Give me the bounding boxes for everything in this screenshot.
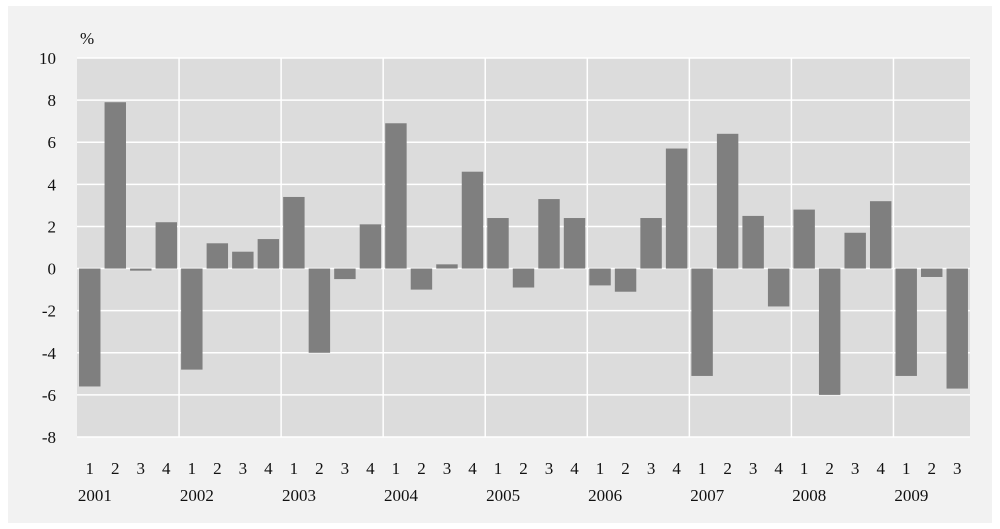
x-tick-label: 3 [341,459,350,478]
bar [946,268,968,389]
x-tick-label: 3 [953,459,962,478]
bar [563,218,586,269]
y-axis: 10 8 6 4 2 0 -2 -4 -6 -8 [39,49,57,447]
x-tick-label: 4 [264,459,273,478]
y-tick-label: 0 [48,260,57,279]
bar [895,268,917,376]
bar [742,215,764,269]
year-label: 2007 [690,486,725,505]
x-tick-label: 3 [851,459,860,478]
x-tick-label: 2 [111,459,120,478]
bar [538,199,560,269]
bar [691,268,713,376]
y-tick-label: 4 [48,175,57,194]
bar [818,268,841,395]
y-tick-label: 2 [48,217,57,236]
bar [283,196,305,269]
x-tick-label: 2 [519,459,528,478]
bar [589,268,611,286]
bar [767,268,790,307]
bar [793,209,815,269]
y-tick-label: 10 [39,49,56,68]
y-tick-label: -6 [42,386,56,405]
x-tick-label: 2 [213,459,222,478]
x-tick-label: 3 [443,459,452,478]
bar [104,102,126,269]
bar [257,239,280,269]
x-tick-label: 1 [290,459,299,478]
bar [640,218,662,269]
x-tick-label: 3 [749,459,758,478]
bar [181,268,203,370]
x-tick-label: 4 [366,459,375,478]
x-tick-label: 4 [876,459,885,478]
y-unit-label: % [80,29,94,48]
x-tick-label: 4 [774,459,783,478]
bar [385,123,407,269]
bar [206,243,229,269]
bar [869,201,892,269]
bar [614,268,637,292]
year-label: 2009 [894,486,928,505]
x-tick-label: 4 [672,459,681,478]
bar [410,268,433,290]
x-tick-label: 4 [162,459,171,478]
y-tick-label: -4 [42,344,57,363]
x-tick-label: 2 [825,459,834,478]
year-label: 2003 [282,486,316,505]
x-tick-label: 1 [800,459,809,478]
x-tick-label: 4 [468,459,477,478]
x-tick-label: 2 [417,459,426,478]
x-tick-label: 1 [902,459,911,478]
year-label: 2005 [486,486,520,505]
bar [359,224,382,269]
x-tick-label: 4 [570,459,579,478]
x-tick-label: 3 [545,459,554,478]
y-tick-label: 8 [48,91,57,110]
x-tick-label: 1 [596,459,605,478]
bar [716,133,739,269]
bar [130,268,152,271]
bar [512,268,535,288]
x-tick-label: 2 [315,459,324,478]
bar [308,268,331,353]
year-label: 2002 [180,486,214,505]
y-tick-label: 6 [48,133,57,152]
bar [461,171,484,269]
bar [487,218,509,269]
bar [436,264,458,269]
bar [844,232,866,269]
x-tick-label: 3 [137,459,146,478]
x-tick-label: 1 [188,459,197,478]
year-label: 2001 [78,486,112,505]
x-tick-label: 1 [86,459,95,478]
x-tick-label: 2 [927,459,936,478]
year-label: 2004 [384,486,419,505]
y-tick-label: -8 [42,428,56,447]
bar [921,268,943,277]
bar [79,268,101,387]
x-tick-label: 2 [723,459,732,478]
x-tick-label: 2 [621,459,630,478]
bar [665,148,688,269]
bar [334,268,356,280]
year-label: 2008 [792,486,826,505]
bars [79,102,968,395]
bar [232,251,254,269]
x-tick-label: 3 [239,459,248,478]
x-tick-label: 3 [647,459,656,478]
x-tick-label: 1 [494,459,503,478]
x-tick-label: 1 [698,459,707,478]
year-label: 2006 [588,486,622,505]
y-tick-label: -2 [42,302,56,321]
bar [155,222,178,269]
x-tick-label: 1 [392,459,401,478]
